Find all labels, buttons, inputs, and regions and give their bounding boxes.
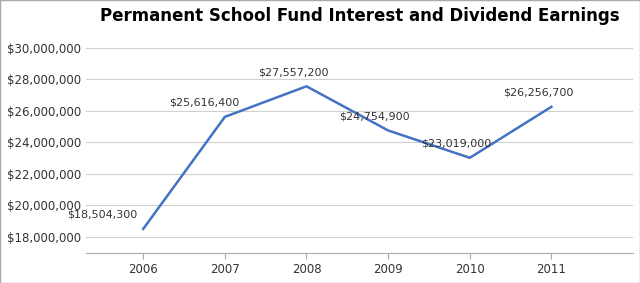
- Text: $27,557,200: $27,557,200: [258, 67, 328, 77]
- Text: $24,754,900: $24,754,900: [339, 111, 410, 121]
- Text: $25,616,400: $25,616,400: [170, 98, 239, 108]
- Text: $23,019,000: $23,019,000: [421, 139, 492, 149]
- Title: Permanent School Fund Interest and Dividend Earnings: Permanent School Fund Interest and Divid…: [100, 7, 620, 25]
- Text: $26,256,700: $26,256,700: [503, 88, 573, 98]
- Text: $18,504,300: $18,504,300: [67, 210, 137, 220]
